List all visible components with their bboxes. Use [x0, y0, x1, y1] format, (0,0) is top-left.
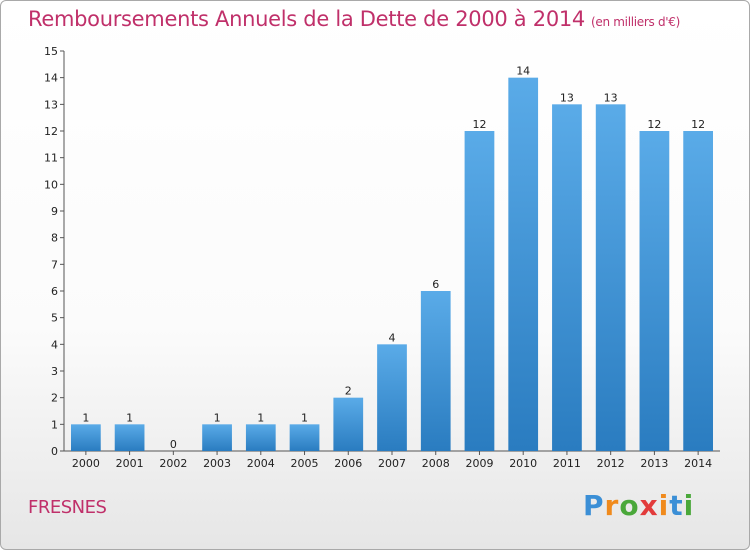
data-label-2013: 12: [647, 118, 661, 131]
y-tick-label: 12: [44, 125, 58, 138]
bar-2011[interactable]: [552, 104, 582, 451]
y-tick-label: 5: [51, 312, 58, 325]
logo-letter: i: [658, 489, 670, 522]
x-tick-label: 2010: [509, 457, 537, 470]
y-tick-label: 3: [51, 365, 58, 378]
bar-2006[interactable]: [333, 397, 364, 451]
y-tick-label: 14: [44, 72, 58, 85]
chart-bars: [70, 77, 714, 452]
bar-2012[interactable]: [595, 104, 626, 451]
x-tick-label: 2012: [597, 457, 625, 470]
y-tick-label: 2: [51, 392, 58, 405]
bar-2010[interactable]: [508, 77, 539, 452]
x-tick-label: 2005: [291, 457, 319, 470]
y-tick-label: 1: [51, 418, 58, 431]
logo-letter: t: [669, 489, 684, 522]
logo-letter: o: [619, 489, 640, 522]
bar-2003[interactable]: [202, 424, 232, 451]
x-tick-label: 2013: [640, 457, 668, 470]
x-tick-label: 2008: [422, 457, 450, 470]
bar-2004[interactable]: [245, 424, 276, 451]
bar-2005[interactable]: [289, 424, 320, 451]
data-label-2000: 1: [82, 411, 89, 424]
y-tick-label: 11: [44, 152, 58, 165]
x-tick-label: 2006: [334, 457, 362, 470]
chart-title-text: Remboursements Annuels de la Dette de 20…: [28, 7, 585, 31]
y-tick-label: 6: [51, 285, 58, 298]
data-label-2006: 2: [345, 385, 352, 398]
y-tick-label: 15: [44, 45, 58, 58]
x-tick-label: 2011: [553, 457, 581, 470]
data-label-2005: 1: [301, 411, 308, 424]
data-label-2011: 13: [560, 91, 574, 104]
proxiti-logo[interactable]: Proxiti: [583, 489, 694, 522]
bar-2008[interactable]: [420, 291, 451, 451]
x-tick-label: 2001: [116, 457, 144, 470]
x-tick-label: 2004: [247, 457, 275, 470]
data-label-2010: 14: [516, 65, 530, 78]
logo-letter: P: [583, 489, 605, 522]
data-label-2012: 13: [604, 91, 618, 104]
data-label-2008: 6: [432, 278, 439, 291]
bar-2009[interactable]: [464, 131, 495, 451]
bar-2000[interactable]: [70, 424, 101, 451]
data-label-2014: 12: [691, 118, 705, 131]
x-tick-label: 2009: [465, 457, 493, 470]
data-label-2004: 1: [257, 411, 264, 424]
y-tick-label: 10: [44, 178, 58, 191]
bar-2013[interactable]: [639, 131, 670, 451]
x-tick-label: 2002: [159, 457, 187, 470]
chart-unit: (en milliers d'€): [591, 15, 681, 29]
y-tick-label: 7: [51, 258, 58, 271]
y-tick-label: 13: [44, 98, 58, 111]
chart-title: Remboursements Annuels de la Dette de 20…: [28, 7, 680, 31]
bar-2007[interactable]: [377, 344, 407, 451]
x-tick-label: 2000: [72, 457, 100, 470]
data-label-2001: 1: [126, 411, 133, 424]
data-label-2003: 1: [214, 411, 221, 424]
y-tick-label: 0: [51, 445, 58, 458]
commune-name: FRESNES: [28, 497, 107, 518]
bar-2014[interactable]: [683, 131, 714, 451]
data-label-2009: 12: [472, 118, 486, 131]
x-tick-label: 2003: [203, 457, 231, 470]
y-tick-label: 8: [51, 232, 58, 245]
logo-letter: x: [639, 489, 659, 522]
logo-letter: i: [683, 489, 695, 522]
logo-letter: r: [604, 489, 620, 522]
y-tick-label: 9: [51, 205, 58, 218]
y-tick-label: 4: [51, 338, 58, 351]
bar-2001[interactable]: [114, 424, 145, 451]
x-tick-label: 2014: [684, 457, 712, 470]
data-label-2007: 4: [389, 331, 396, 344]
x-tick-label: 2007: [378, 457, 406, 470]
data-label-2002: 0: [170, 438, 177, 451]
